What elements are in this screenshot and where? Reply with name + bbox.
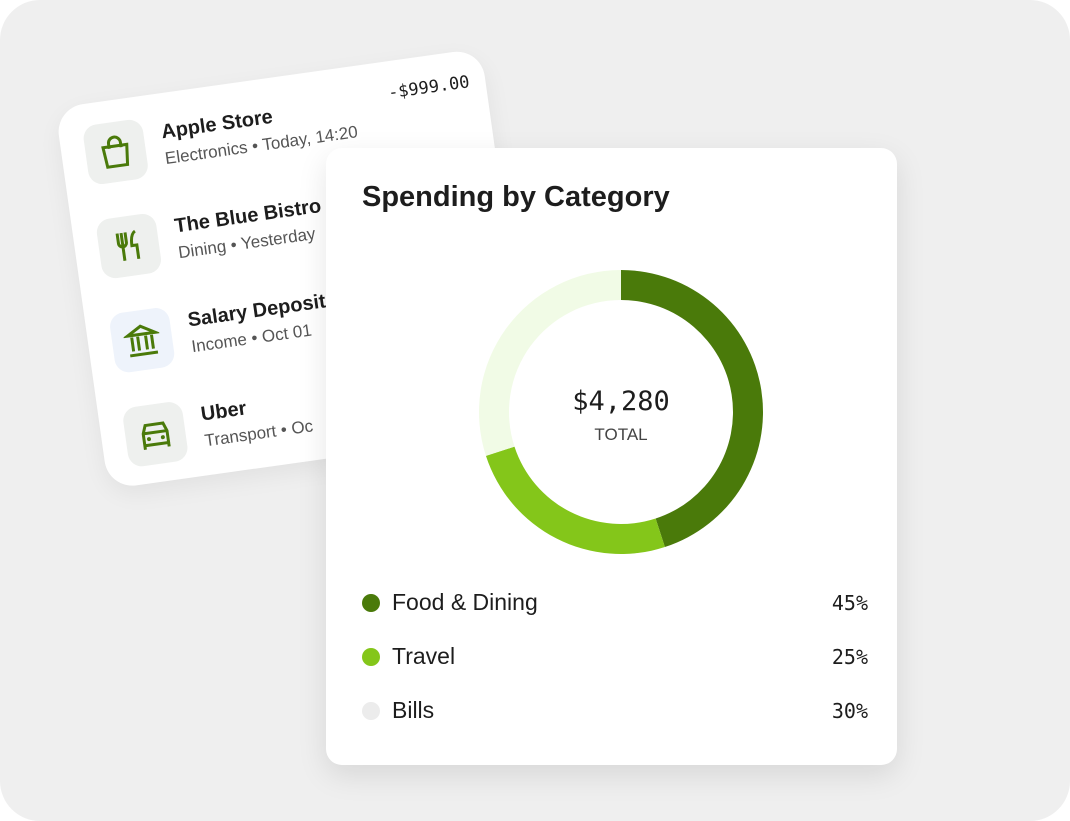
donut-segment xyxy=(485,446,665,554)
legend-dot xyxy=(362,702,380,720)
icon xyxy=(95,212,163,280)
icon xyxy=(108,306,177,375)
icon xyxy=(121,400,190,469)
legend-label: Bills xyxy=(392,697,434,723)
chart-title: Spending by Category xyxy=(362,181,670,213)
transaction[interactable]: Apple Store Electronics • Today, 14:20 -… xyxy=(81,72,477,190)
transaction[interactable]: Uber Transport • Oc xyxy=(121,354,516,472)
transaction-card: Apple Store Electronics • Today, 14:20 -… xyxy=(55,48,535,490)
legend-label: Travel xyxy=(392,643,455,669)
icon xyxy=(81,118,150,186)
legend-dot xyxy=(362,648,380,666)
chart: Spending by Category $4,280 TOTAL Food &… xyxy=(362,181,868,723)
value-label: 45% xyxy=(832,591,868,615)
donut-segment xyxy=(479,270,621,456)
transaction[interactable]: Salary Deposit Income • Oct 01 xyxy=(108,260,503,378)
spending-card: Spending by Category $4,280 TOTAL Food &… xyxy=(326,148,897,765)
center-value: $4,280 xyxy=(572,386,670,417)
value-label: 30% xyxy=(832,699,868,723)
title: Uber xyxy=(199,397,248,426)
legend-dot xyxy=(362,594,380,612)
donut-segment xyxy=(621,270,763,548)
center-label: TOTAL xyxy=(594,425,647,444)
value-label: 25% xyxy=(832,645,868,669)
amount: -$999.00 xyxy=(386,72,471,104)
legend-label: Food & Dining xyxy=(392,589,538,615)
transaction[interactable]: The Blue Bistro Dining • Yesterday xyxy=(95,166,490,284)
